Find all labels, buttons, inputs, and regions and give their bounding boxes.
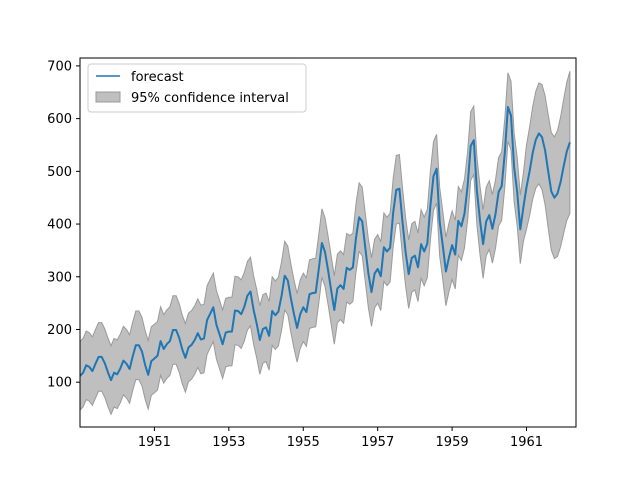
y-tick-label: 200 (47, 323, 72, 338)
confidence-band-layer (80, 71, 571, 416)
x-tick-label: 1961 (510, 435, 543, 450)
legend-band-label: 95% confidence interval (131, 91, 289, 106)
x-tick-label: 1953 (212, 435, 245, 450)
x-tick-label: 1955 (287, 435, 320, 450)
forecast-line (80, 106, 571, 382)
x-axis: 1951 1953 1955 1957 1959 1961 (138, 427, 543, 450)
y-tick-label: 600 (47, 112, 72, 127)
forecast-line-layer (80, 106, 571, 382)
legend-frame (87, 63, 307, 113)
y-tick-label: 400 (47, 218, 72, 233)
y-tick-label: 500 (47, 165, 72, 180)
plot-frame (79, 57, 577, 428)
x-tick-label: 1951 (138, 435, 171, 450)
x-tick-label: 1959 (436, 435, 469, 450)
legend-forecast-label: forecast (131, 70, 184, 85)
y-tick-label: 300 (47, 270, 72, 285)
x-tick-label: 1957 (361, 435, 394, 450)
y-tick-label: 100 (47, 376, 72, 391)
y-tick-label: 700 (47, 59, 72, 74)
legend: forecast 95% confidence interval (87, 63, 307, 113)
y-axis: 100 200 300 400 500 600 700 (47, 59, 80, 391)
legend-band-swatch (95, 91, 121, 103)
confidence-interval-band (80, 71, 571, 416)
